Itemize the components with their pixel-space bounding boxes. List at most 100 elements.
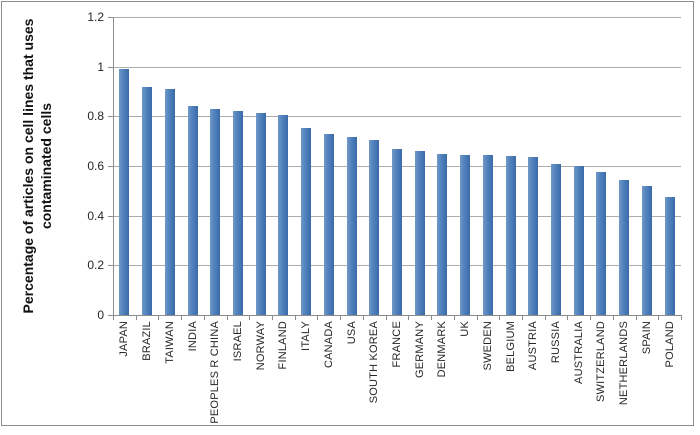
bar-france: [392, 148, 402, 315]
y-axis-title-line-1: Percentage of articles on cell lines tha…: [20, 18, 36, 314]
x-axis-line: [113, 315, 682, 316]
x-label-france: FRANCE: [391, 321, 403, 368]
x-label-peoples-r-china: PEOPLES R CHINA: [209, 321, 222, 424]
x-tick-mark-3: [181, 315, 183, 320]
bar-spain: [641, 185, 652, 315]
x-tick-mark-7: [272, 315, 274, 320]
bar-israel: [232, 111, 243, 315]
x-label-austria: AUSTRIA: [527, 321, 540, 371]
plot-area: [113, 17, 681, 315]
x-tick-mark-15: [453, 315, 455, 320]
x-tick-mark-6: [249, 315, 251, 320]
x-label-taiwan: TAIWAN: [163, 321, 176, 364]
y-tick-label-0: 0: [97, 308, 104, 322]
bar-denmark: [437, 153, 448, 315]
x-label-sweden: SWEDEN: [481, 321, 494, 371]
x-tick-mark-0: [113, 315, 114, 320]
y-tick-label-0-6: 0.6: [87, 159, 104, 173]
x-label-denmark: DENMARK: [436, 321, 449, 378]
gridline-0-8: [113, 116, 681, 118]
x-tick-mark-20: [567, 315, 569, 320]
x-tick-mark-17: [499, 315, 501, 320]
y-tick-mark-0-4: [108, 215, 113, 217]
bar-netherlands: [619, 179, 630, 315]
y-tick-mark-1-2: [108, 17, 113, 18]
bar-russia: [551, 163, 562, 315]
y-tick-label-1: 1: [97, 59, 104, 74]
x-tick-mark-16: [476, 315, 478, 320]
bar-usa: [346, 137, 357, 315]
x-tick-mark-8: [294, 315, 296, 320]
x-tick-mark-18: [521, 315, 523, 320]
x-label-poland: POLAND: [663, 321, 676, 368]
y-tick-mark-0-2: [108, 265, 113, 267]
y-tick-mark-0: [108, 315, 113, 316]
x-tick-mark-19: [544, 315, 546, 320]
bar-south-korea: [369, 139, 380, 315]
y-tick-mark-0-6: [108, 166, 113, 167]
x-label-australia: AUSTRALIA: [572, 321, 585, 384]
y-axis-line: [113, 17, 114, 316]
bar-norway: [255, 112, 266, 315]
x-tick-mark-11: [362, 315, 364, 320]
gridline-1: [113, 66, 681, 68]
y-tick-mark-1: [108, 66, 113, 68]
x-label-finland: FINLAND: [277, 321, 290, 370]
x-label-norway: NORWAY: [254, 321, 267, 371]
x-label-canada: CANADA: [322, 321, 335, 369]
x-label-israel: ISRAEL: [231, 321, 244, 362]
bar-finland: [278, 115, 289, 315]
x-tick-mark-22: [612, 315, 614, 320]
bar-canada: [323, 133, 334, 315]
x-tick-mark-23: [635, 315, 637, 320]
x-tick-mark-4: [203, 315, 205, 320]
bar-australia: [573, 166, 584, 315]
x-tick-mark-13: [408, 315, 410, 320]
x-label-india: INDIA: [186, 321, 199, 352]
bar-uk: [460, 154, 471, 315]
bar-japan: [119, 69, 130, 315]
bar-sweden: [482, 154, 493, 315]
x-tick-mark-1: [135, 315, 137, 320]
x-tick-mark-2: [158, 315, 160, 320]
x-label-belgium: BELGIUM: [504, 321, 517, 372]
x-tick-mark-12: [385, 315, 387, 320]
x-tick-mark-25: [681, 315, 682, 320]
x-label-uk: UK: [459, 321, 472, 337]
x-tick-mark-14: [431, 315, 433, 320]
x-label-russia: RUSSIA: [550, 321, 563, 364]
bar-germany: [414, 151, 425, 315]
x-tick-mark-9: [317, 315, 319, 320]
y-axis-title-line-2: contaminated cells: [38, 102, 54, 230]
x-tick-mark-5: [226, 315, 228, 320]
x-tick-mark-21: [590, 315, 592, 320]
x-label-japan: JAPAN: [118, 321, 131, 357]
bar-belgium: [505, 156, 516, 315]
x-label-netherlands: NETHERLANDS: [618, 321, 631, 406]
bar-brazil: [142, 86, 153, 315]
x-tick-mark-10: [340, 315, 342, 320]
y-tick-label-0-4: 0.4: [87, 208, 104, 223]
y-tick-label-0-2: 0.2: [87, 258, 104, 273]
gridline-1-2: [113, 17, 681, 18]
bar-switzerland: [596, 172, 607, 315]
x-label-germany: GERMANY: [413, 321, 426, 379]
bar-peoples-r-china: [210, 108, 221, 315]
bar-taiwan: [164, 89, 175, 315]
bar-italy: [301, 127, 312, 315]
y-tick-mark-0-8: [108, 116, 113, 118]
y-tick-label-0-8: 0.8: [87, 109, 104, 124]
y-tick-label-1-2: 1.2: [87, 10, 104, 24]
y-axis-title: Percentage of articles on cell lines tha…: [19, 11, 55, 321]
x-label-south-korea: SOUTH KOREA: [368, 321, 381, 404]
x-label-usa: USA: [345, 321, 358, 345]
bar-poland: [664, 197, 675, 315]
x-label-spain: SPAIN: [640, 321, 653, 355]
x-label-switzerland: SWITZERLAND: [595, 321, 608, 403]
x-tick-mark-24: [658, 315, 660, 320]
x-label-italy: ITALY: [300, 321, 313, 351]
x-label-brazil: BRAZIL: [141, 321, 154, 361]
bar-austria: [528, 157, 539, 315]
bar-india: [187, 106, 198, 315]
